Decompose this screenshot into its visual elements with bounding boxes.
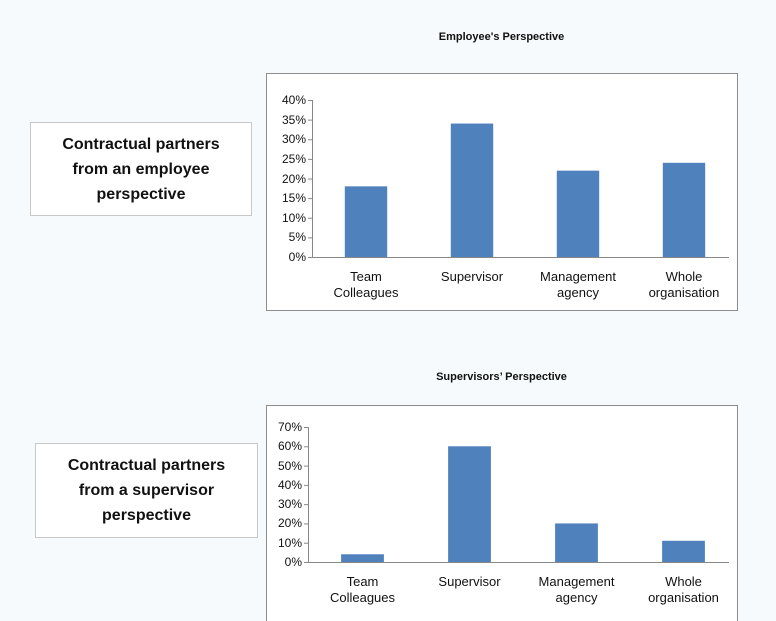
y-tick-label: 25% bbox=[281, 151, 306, 166]
bar bbox=[448, 446, 491, 562]
y-tick-label: 40% bbox=[277, 477, 302, 492]
x-tick-label: Management agency bbox=[540, 269, 616, 300]
x-tick-label: Team Colleagues bbox=[333, 269, 399, 300]
bar bbox=[662, 162, 706, 257]
annotation-box: Contractual partners from an employee pe… bbox=[30, 122, 252, 216]
y-tick-label: 0% bbox=[284, 555, 302, 569]
y-tick-label: 50% bbox=[277, 458, 302, 473]
y-tick-label: 20% bbox=[277, 516, 302, 531]
chart-title: Supervisors’ Perspective bbox=[436, 371, 567, 383]
x-tick-label: Supervisor bbox=[438, 574, 501, 589]
y-tick-label: 0% bbox=[288, 250, 306, 264]
x-tick-label: Management agency bbox=[538, 574, 615, 605]
bar bbox=[555, 523, 598, 562]
y-tick-label: 30% bbox=[277, 497, 302, 512]
x-tick-label: Whole organisation bbox=[648, 574, 719, 605]
y-tick-label: 35% bbox=[281, 112, 306, 127]
bar bbox=[450, 123, 494, 257]
bar bbox=[341, 554, 384, 562]
y-tick-label: 40% bbox=[281, 93, 306, 107]
y-tick-label: 10% bbox=[277, 535, 302, 550]
chart-title: Employee's Perspective bbox=[438, 31, 565, 43]
y-tick-label: 10% bbox=[281, 210, 306, 225]
y-tick-label: 20% bbox=[281, 171, 306, 186]
y-tick-label: 15% bbox=[281, 191, 306, 206]
bar bbox=[662, 540, 705, 562]
y-tick-label: 70% bbox=[277, 420, 302, 434]
bar bbox=[556, 170, 600, 257]
y-tick-label: 5% bbox=[288, 230, 306, 245]
bar bbox=[344, 186, 388, 257]
x-tick-label: Team Colleagues bbox=[329, 574, 396, 605]
chart-frame bbox=[266, 405, 738, 621]
y-tick-label: 60% bbox=[277, 439, 302, 454]
x-tick-label: Supervisor bbox=[440, 269, 504, 284]
annotation-box: Contractual partners from a supervisor p… bbox=[35, 443, 258, 538]
x-tick-label: Whole organisation bbox=[648, 269, 720, 300]
y-tick-label: 30% bbox=[281, 132, 306, 147]
